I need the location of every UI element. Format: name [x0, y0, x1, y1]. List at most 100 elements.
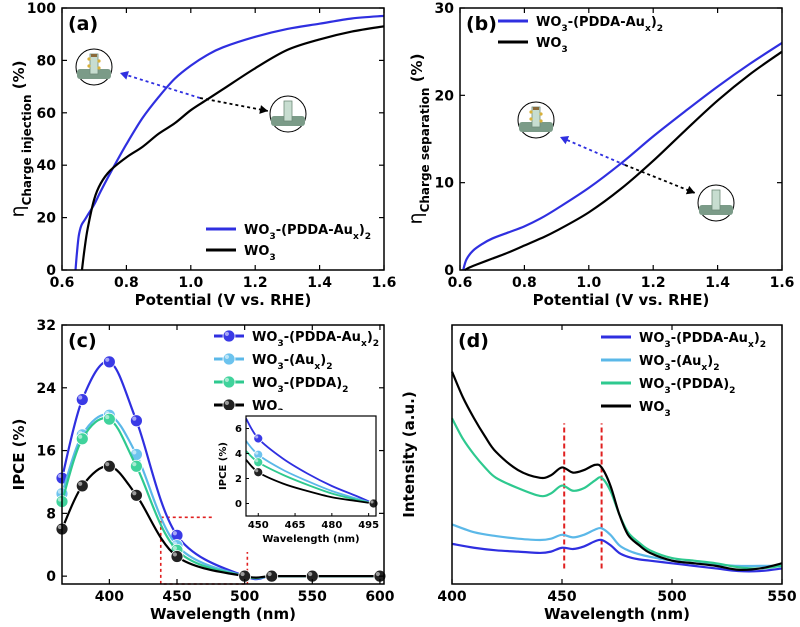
gold-particle: [97, 66, 101, 70]
inset-x-tick-label: 495: [358, 520, 379, 531]
inset-data-point-highlight: [370, 500, 374, 504]
inset-data-point: [253, 457, 264, 468]
x-tick-label: 1.2: [641, 275, 666, 291]
gold-particle: [539, 119, 543, 123]
legend-marker-highlight: [224, 400, 229, 405]
inset-data-point-highlight: [255, 451, 259, 455]
data-point-highlight: [57, 489, 63, 494]
data-point-highlight: [267, 571, 272, 577]
legend-entry: WO3: [536, 36, 568, 55]
bare-electrode-icon: [269, 95, 307, 133]
legend-entry: WO3-(PDDA)2: [639, 377, 736, 396]
data-point-highlight: [132, 491, 137, 496]
x-tick-label: 1.6: [770, 275, 795, 291]
data-point-highlight: [78, 434, 83, 439]
series-line: [451, 417, 783, 570]
arrow-shaft: [559, 136, 626, 166]
data-point: [130, 459, 143, 473]
data-point-highlight: [105, 357, 110, 362]
series-line: [80, 25, 385, 271]
legend-entry: WO3-(PDDA-Aux)2: [639, 331, 766, 350]
legend-entry: WO3-(PDDA)2: [252, 376, 349, 395]
arrow-to-bare-electrode: [624, 164, 696, 195]
legend-marker-highlight: [224, 331, 229, 336]
inset-x-axis-label: Wavelength (nm): [262, 534, 359, 545]
y-axis-label: Intensity (a.u.): [400, 391, 418, 517]
data-point: [170, 550, 184, 563]
inset-y-tick-label: 6: [235, 424, 242, 435]
inset-x-tick-label: 450: [248, 520, 269, 531]
inset-data-point: [253, 467, 264, 478]
legend-entry: WO3-(PDDA-Aux)2: [244, 223, 371, 242]
x-tick-label: 1.2: [243, 275, 268, 291]
data-point-highlight: [78, 481, 83, 486]
data-point-highlight: [105, 414, 110, 420]
inset-y-tick-label: 4: [235, 449, 242, 460]
panel-c: WO3-(PDDA-Aux)2WO3-(Aux)2WO3-(PDDA)2WO34…: [55, 329, 387, 585]
data-point: [130, 414, 143, 428]
series-line: [451, 523, 782, 568]
x-axis-label: Potential (V vs. RHE): [533, 291, 710, 309]
panel-d: WO3-(PDDA-Aux)2 WO3-(Aux)2 WO3-(PDDA)2 WO3: [450, 331, 783, 573]
gold-particle: [97, 59, 101, 63]
x-axis-label: Wavelength (nm): [150, 605, 296, 623]
panel-label: (b): [466, 13, 497, 35]
data-point-highlight: [132, 416, 137, 421]
inset-x-tick-label: 465: [285, 520, 306, 531]
series-line: [464, 50, 783, 271]
arrow-head: [259, 105, 268, 114]
data-point: [102, 355, 116, 369]
y-tick-label: 20: [37, 211, 57, 227]
inset-data-point: [253, 433, 264, 444]
x-tick-label: 0.6: [448, 275, 473, 291]
panel-label: (a): [68, 13, 98, 35]
gold-particle: [87, 57, 91, 61]
series-line: [450, 371, 783, 571]
data-point-highlight: [308, 571, 313, 577]
panel-1-axes: 0.6 0.8 1.0 1.2 1.4 1.6 0 20 40 60 80 100 Potential …: [7, 1, 396, 309]
data-point: [75, 479, 89, 493]
panel-2-axes: 0.6 0.8 1.0 1.2 1.4 1.6 0 10 20 30 Potential (V vs…: [405, 1, 794, 309]
legend-entry: WO3-(Aux)2: [252, 353, 333, 372]
y-axis-label: ηCharge injection (%): [7, 61, 34, 218]
arrow-head: [120, 71, 129, 80]
electrode-with-particles-icon: [517, 101, 555, 139]
x-tick-label: 0.8: [512, 275, 537, 291]
y-tick-label: 40: [37, 158, 57, 174]
legend-entry: WO3: [244, 244, 276, 263]
y-axis-label: IPCE (%): [10, 419, 28, 491]
legend-marker-highlight: [224, 354, 229, 359]
x-axis-label: Potential (V vs. RHE): [135, 291, 312, 309]
y-tick-label: 60: [37, 106, 57, 122]
arrow-shaft: [624, 164, 696, 194]
data-point-highlight: [132, 450, 137, 455]
data-point-highlight: [57, 497, 63, 502]
series-line: [462, 42, 783, 271]
gold-particle: [539, 112, 543, 116]
panel-4-axes: 400 450 500 550 Wavelength (nm) Intensity (a.…: [400, 324, 797, 623]
inset-data-point-highlight: [255, 469, 259, 473]
arrow-to-bare-electrode: [199, 97, 269, 114]
data-point: [75, 393, 89, 406]
zoom-highlight-box: [159, 516, 249, 585]
x-axis-label: Wavelength (nm): [544, 605, 690, 623]
bare-electrode-icon: [697, 184, 735, 222]
gold-particle: [529, 117, 533, 121]
panel-a: WO3-(PDDA-Aux)2 WO3: [74, 14, 385, 271]
legend-marker: [222, 329, 236, 343]
y-tick-label: 24: [37, 381, 57, 397]
x-tick-label: 1.6: [372, 275, 397, 291]
arrow-head: [685, 185, 695, 195]
arrow-to-coated-electrode: [119, 71, 201, 99]
x-tick-label: 0.6: [50, 275, 75, 291]
y-tick-label: 30: [435, 1, 455, 17]
data-point-highlight: [57, 524, 63, 530]
plot-frame: [61, 324, 385, 585]
electrode-rod: [711, 189, 721, 211]
data-point-highlight: [105, 462, 110, 467]
y-tick-label: 0: [46, 263, 56, 279]
x-tick-label: 550: [767, 589, 796, 605]
legend: WO3-(PDDA-Aux)2 WO3-(Aux)2 WO3-(PDDA)2 WO3: [601, 331, 766, 419]
x-tick-label: 400: [95, 589, 124, 605]
